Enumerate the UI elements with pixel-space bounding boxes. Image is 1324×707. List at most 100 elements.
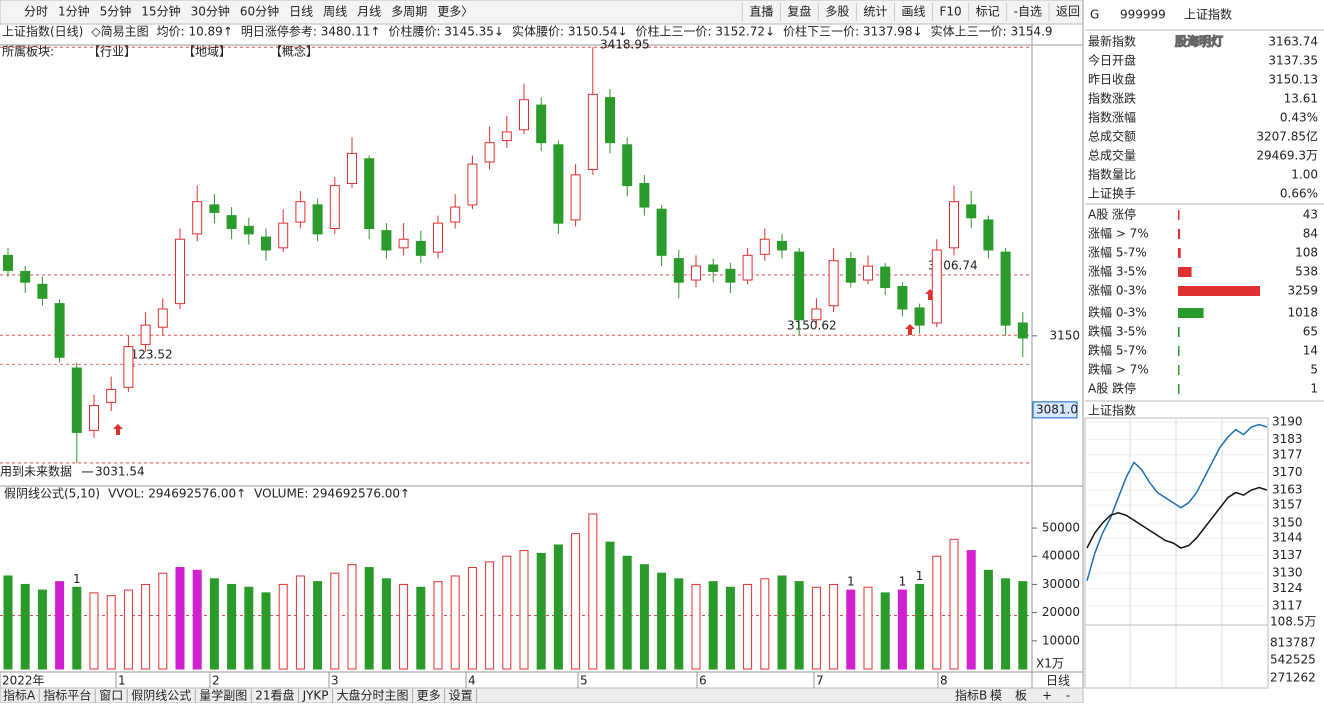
volume-bar — [760, 578, 770, 670]
breadth-label: 跌幅 0-3% — [1088, 305, 1147, 320]
mini-vol-label: 271262 — [1270, 671, 1316, 685]
period-tab[interactable]: 15分钟 — [141, 4, 180, 19]
candle-body — [157, 308, 168, 328]
tool-button[interactable]: F10 — [939, 5, 961, 19]
quote-label: 总成交量 — [1088, 148, 1136, 163]
month-label: 2 — [212, 674, 220, 688]
code: G — [1090, 8, 1099, 22]
bottom-right-tab[interactable]: 模 — [990, 689, 1002, 703]
bottom-tab[interactable]: 量学副图 — [199, 688, 247, 703]
volume-bar — [949, 538, 959, 670]
tool-button[interactable]: 标记 — [976, 5, 1000, 19]
candle-body — [708, 264, 719, 272]
breadth-bar — [1178, 346, 1180, 356]
tool-button[interactable]: 统计 — [863, 5, 887, 19]
bottom-tab[interactable]: 指标A — [3, 688, 36, 703]
v-tick-label: 50000 — [1042, 521, 1080, 535]
candle-body — [484, 142, 495, 163]
volume-bar — [175, 567, 185, 670]
bottom-tab[interactable]: 21看盘 — [255, 688, 294, 703]
sector-link[interactable]: 【行业】 — [88, 45, 136, 59]
candle-body — [759, 238, 770, 255]
candle-body — [175, 238, 185, 305]
month-label: 6 — [699, 674, 707, 688]
bottom-tab[interactable]: 更多 — [417, 689, 441, 703]
candle-body — [467, 163, 478, 206]
bottom-right-tab[interactable]: + — [1042, 689, 1052, 703]
bottom-tab[interactable]: JYKP — [302, 689, 329, 703]
tool-button[interactable]: 多股 — [825, 5, 849, 19]
volume-bar — [708, 581, 718, 670]
bottom-tab[interactable]: 窗口 — [99, 689, 123, 703]
candle-body — [381, 230, 392, 251]
volume-bar — [141, 583, 151, 670]
period-tab[interactable]: 日线 — [289, 5, 313, 19]
mini-tick: 3157 — [1272, 498, 1303, 512]
month-label: 4 — [468, 674, 476, 688]
candle-body — [742, 254, 753, 281]
bottom-right-tab[interactable]: - — [1066, 689, 1070, 703]
candle-body — [553, 144, 564, 224]
month-label: 2022年 — [2, 674, 45, 688]
bottom-tab[interactable]: 指标平台 — [43, 688, 91, 703]
buy-arrow — [113, 424, 123, 435]
period-tab[interactable]: 分时 — [24, 5, 48, 19]
period-tab[interactable]: 60分钟 — [240, 4, 279, 19]
period-tab[interactable]: 5分钟 — [100, 4, 132, 19]
mini-vol-label: 542525 — [1270, 653, 1316, 667]
candle-body — [966, 204, 977, 219]
breadth-label: 涨幅 5-7% — [1088, 245, 1147, 260]
sector-link[interactable]: 【概念】 — [270, 44, 318, 59]
volume-bar — [966, 550, 976, 670]
period-tab[interactable]: 月线 — [357, 5, 381, 19]
mini-tick: 3124 — [1272, 581, 1303, 595]
volume-bar — [777, 575, 787, 670]
candle-body — [226, 215, 237, 230]
candle-body — [587, 93, 598, 170]
volume-bar — [3, 575, 13, 670]
mini-tick: 3137 — [1272, 548, 1303, 562]
volume-bar — [502, 555, 512, 670]
candle-body — [863, 265, 873, 281]
v-tick-label: 20000 — [1042, 605, 1080, 619]
bottom-right-tab[interactable]: 板 — [1015, 689, 1027, 703]
breadth-label: 跌幅 5-7% — [1088, 343, 1147, 358]
y-tick-label: 3150 — [1049, 328, 1080, 342]
watermark: 股海明灯 — [1175, 34, 1223, 49]
bottom-tab[interactable]: 设置 — [449, 689, 473, 703]
period-tab[interactable]: 周线 — [323, 5, 347, 19]
mini-tick: 3130 — [1272, 566, 1303, 580]
volume-bar — [639, 564, 649, 670]
volume-bar — [106, 595, 116, 670]
period-tab[interactable]: 更多〉 — [437, 5, 473, 19]
candle-body — [261, 236, 271, 251]
candle-body — [656, 208, 667, 256]
breadth-bar — [1178, 229, 1181, 239]
bottom-right-tab[interactable]: 指标B — [955, 688, 987, 703]
bottom-tab[interactable]: 假阴线公式 — [131, 689, 191, 703]
mini-tick: 3163 — [1272, 483, 1303, 497]
bottom-tab[interactable]: 大盘分时主图 — [337, 688, 409, 703]
tool-button[interactable]: 返回 — [1056, 5, 1080, 19]
tool-button[interactable]: 画线 — [901, 5, 925, 19]
sector-link[interactable]: 【地域】 — [183, 45, 231, 59]
breadth-label: 涨幅 0-3% — [1088, 283, 1147, 298]
quote-label: 今日开盘 — [1088, 53, 1136, 68]
period-tab[interactable]: 多周期 — [391, 5, 427, 19]
info-item: ◇简易主图 — [91, 25, 148, 39]
volume-bar — [467, 567, 477, 670]
info-item: 上证指数(日线) — [2, 24, 83, 39]
candle-body — [845, 258, 856, 283]
tool-button[interactable]: 复盘 — [787, 4, 811, 19]
tool-button[interactable]: 直播 — [749, 5, 773, 19]
breadth-value: 1 — [1310, 382, 1318, 396]
tool-button[interactable]: -自选 — [1014, 5, 1042, 19]
candle-body — [794, 251, 805, 321]
period-tab[interactable]: 1分钟 — [58, 4, 90, 19]
volume-bar — [880, 592, 890, 670]
volume-bar — [536, 552, 546, 670]
period-tab[interactable]: 30分钟 — [191, 4, 230, 19]
sector-link: 所属板块: — [2, 45, 54, 59]
candle-body — [931, 249, 942, 324]
volume-header: VOLUME: 294692576.00↑ — [254, 487, 410, 501]
